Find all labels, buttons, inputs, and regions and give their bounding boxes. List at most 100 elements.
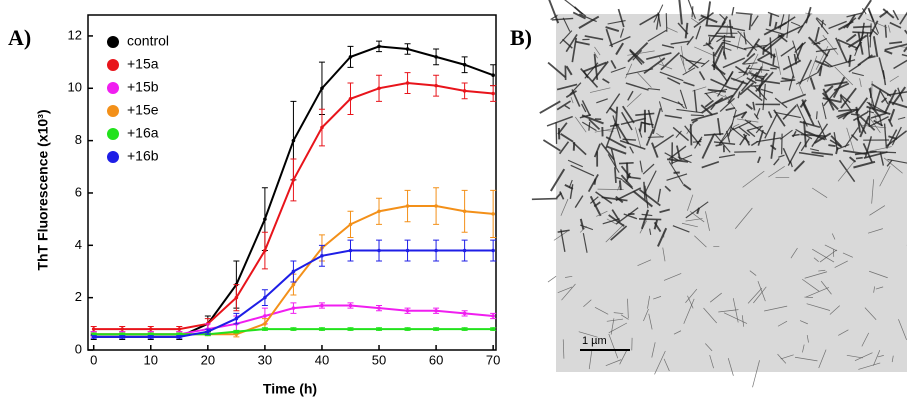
y-tick-label: 10	[68, 80, 82, 95]
legend-marker	[107, 128, 119, 140]
data-point	[491, 212, 495, 216]
fiber	[532, 199, 558, 200]
fiber	[548, 276, 556, 282]
fiber	[828, 145, 835, 146]
data-point	[178, 327, 182, 331]
x-tick-label: 40	[315, 352, 329, 367]
data-point	[235, 330, 239, 334]
fiber	[627, 162, 628, 178]
data-point	[149, 327, 153, 331]
data-point	[149, 335, 153, 339]
x-tick-label: 20	[201, 352, 215, 367]
data-point	[463, 312, 467, 316]
data-point	[434, 249, 438, 253]
data-point	[491, 73, 495, 77]
legend-label: +16a	[127, 125, 159, 141]
data-point	[349, 97, 353, 101]
data-point	[463, 89, 467, 93]
data-point	[292, 327, 296, 331]
fiber	[623, 139, 636, 140]
micrograph: 1 µm	[532, 0, 907, 387]
data-point	[92, 335, 96, 339]
data-point	[263, 217, 267, 221]
data-point	[377, 209, 381, 213]
data-point	[434, 55, 438, 59]
data-point	[320, 86, 324, 90]
legend-marker	[107, 59, 119, 71]
data-point	[434, 204, 438, 208]
data-point	[377, 249, 381, 253]
fiber	[619, 163, 634, 164]
data-point	[491, 92, 495, 96]
data-point	[406, 81, 410, 85]
fiber	[589, 122, 590, 131]
data-point	[377, 327, 381, 331]
data-point	[263, 322, 267, 326]
data-point	[377, 45, 381, 49]
data-point	[320, 254, 324, 258]
fiber	[849, 55, 850, 67]
data-point	[349, 55, 353, 59]
fiber	[852, 32, 872, 33]
data-point	[292, 283, 296, 287]
y-tick-label: 4	[75, 237, 82, 252]
data-point	[434, 309, 438, 313]
y-axis-label: ThT Fluorescence (x10³)	[35, 109, 51, 270]
x-tick-label: 50	[372, 352, 386, 367]
data-point	[463, 63, 467, 67]
data-point	[320, 126, 324, 130]
data-point	[263, 327, 267, 331]
fiber	[856, 158, 863, 159]
legend-label: +15a	[127, 56, 159, 72]
data-point	[463, 327, 467, 331]
data-point	[406, 249, 410, 253]
fiber	[620, 180, 621, 190]
legend-marker	[107, 36, 119, 48]
data-point	[463, 249, 467, 253]
scale-bar-label: 1 µm	[582, 335, 607, 347]
data-point	[320, 327, 324, 331]
y-tick-label: 12	[68, 27, 82, 42]
fiber	[692, 6, 693, 17]
data-point	[434, 327, 438, 331]
data-point	[292, 306, 296, 310]
y-tick-label: 0	[75, 341, 82, 356]
x-tick-label: 30	[258, 352, 272, 367]
data-point	[349, 223, 353, 227]
data-point	[349, 327, 353, 331]
data-point	[463, 209, 467, 213]
data-point	[292, 139, 296, 143]
y-tick-label: 2	[75, 289, 82, 304]
legend-label: control	[127, 33, 169, 49]
data-point	[491, 249, 495, 253]
panel-label: A)	[8, 25, 31, 50]
fiber	[644, 182, 645, 200]
data-point	[349, 304, 353, 308]
data-point	[406, 204, 410, 208]
data-point	[292, 270, 296, 274]
data-point	[92, 327, 96, 331]
x-tick-label: 60	[429, 352, 443, 367]
legend-label: +15e	[127, 102, 159, 118]
fiber	[853, 27, 871, 28]
x-axis-label: Time (h)	[263, 381, 317, 397]
data-point	[235, 317, 239, 321]
data-point	[120, 335, 124, 339]
fiber	[851, 114, 860, 115]
data-point	[406, 327, 410, 331]
data-point	[178, 335, 182, 339]
fiber	[734, 152, 756, 153]
data-point	[263, 249, 267, 253]
legend-label: +15b	[127, 79, 159, 95]
fiber	[594, 179, 595, 185]
data-point	[263, 296, 267, 300]
x-tick-label: 70	[486, 352, 500, 367]
data-point	[206, 330, 210, 334]
data-point	[377, 86, 381, 90]
fiber	[763, 47, 764, 55]
data-point	[235, 296, 239, 300]
data-point	[120, 327, 124, 331]
data-point	[406, 47, 410, 51]
y-tick-label: 6	[75, 184, 82, 199]
